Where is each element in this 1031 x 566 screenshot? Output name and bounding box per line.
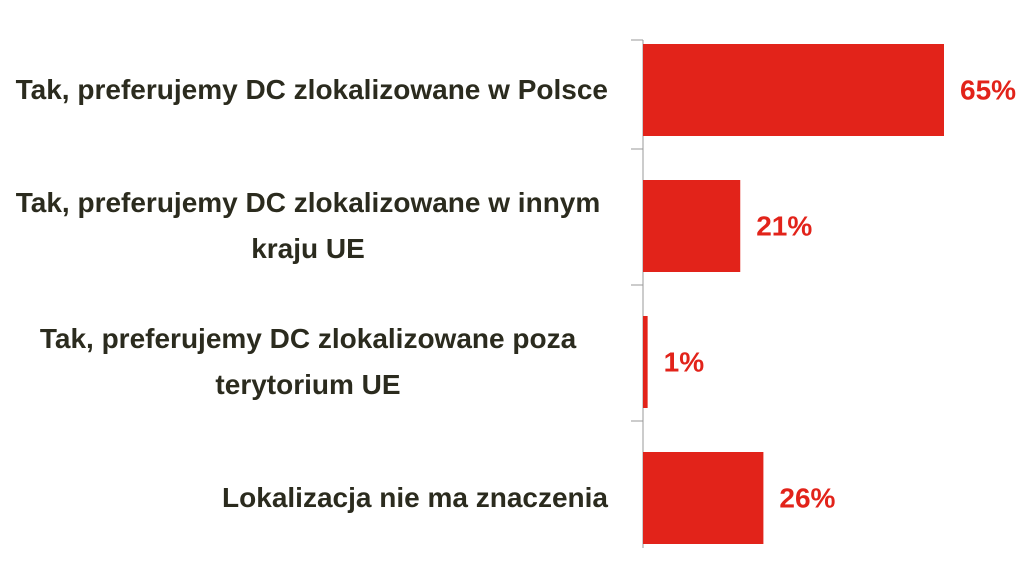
page: 65%21%1%26% (() => { const data = JSON.p… bbox=[8, 22, 1017, 548]
bar bbox=[643, 316, 648, 408]
category-label: Tak, preferujemy DC zlokalizowane w Pols… bbox=[15, 74, 608, 105]
bar bbox=[643, 452, 764, 544]
value-label: 21% bbox=[756, 210, 812, 241]
category-label: Tak, preferujemy DC zlokalizowane poza t… bbox=[39, 323, 577, 400]
category-label: Lokalizacja nie ma znaczenia bbox=[222, 482, 608, 513]
category-label-box: Lokalizacja nie ma znaczenia bbox=[8, 430, 608, 566]
chart: 65% 21% 1% 26% bbox=[631, 39, 1016, 548]
bar bbox=[643, 180, 741, 272]
category-label: Tak, preferujemy DC zlokalizowane w inny… bbox=[15, 187, 601, 264]
value-label: 1% bbox=[664, 346, 705, 377]
category-label-box: Tak, preferujemy DC zlokalizowane poza t… bbox=[8, 294, 608, 430]
category-label-box: Tak, preferujemy DC zlokalizowane w inny… bbox=[8, 158, 608, 294]
value-label: 65% bbox=[960, 74, 1016, 105]
bar bbox=[643, 44, 944, 136]
value-label: 26% bbox=[779, 482, 835, 513]
category-label-box: Tak, preferujemy DC zlokalizowane w Pols… bbox=[8, 22, 608, 158]
